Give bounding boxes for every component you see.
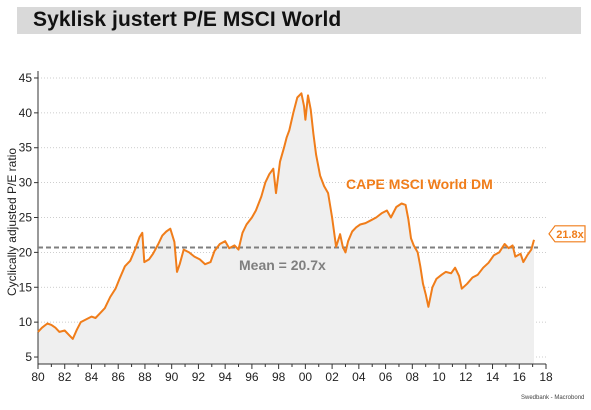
- x-tick-label: 80: [31, 370, 45, 384]
- x-tick-label: 16: [513, 370, 527, 384]
- mean-label: Mean = 20.7x: [239, 257, 326, 273]
- x-tick-label: 10: [432, 370, 446, 384]
- series-label: CAPE MSCI World DM: [346, 176, 493, 192]
- source-label: Swedbank - Macrobond: [521, 395, 584, 401]
- y-tick-label: 15: [19, 280, 33, 294]
- title-bar: Syklisk justert P/E MSCI World: [17, 7, 581, 34]
- label-layer: 21.8x: [548, 225, 586, 243]
- y-tick-label: 5: [25, 350, 32, 364]
- x-tick-label: 92: [192, 370, 206, 384]
- x-tick-label: 00: [299, 370, 313, 384]
- x-tick-label: 18: [539, 370, 553, 384]
- y-tick-label: 45: [19, 71, 33, 85]
- y-tick-label: 35: [19, 141, 33, 155]
- area-layer: [38, 93, 534, 365]
- x-tick-label: 98: [272, 370, 286, 384]
- line-layer: [37, 92, 535, 340]
- x-tick-label: 84: [85, 370, 99, 384]
- x-tick-label: 94: [218, 370, 232, 384]
- y-axis-label: Cyclically adjusted P/E ratio: [5, 148, 19, 296]
- x-tick-label: 82: [58, 370, 72, 384]
- y-tick-label: 30: [19, 176, 33, 190]
- series-line: [37, 92, 535, 340]
- y-tick-label: 40: [19, 106, 33, 120]
- last-value-tag: 21.8x: [548, 225, 586, 243]
- x-tick-label: 14: [486, 370, 500, 384]
- axes: 5 10 15 20 25 30 35 40 45 80 82 84 86 88 90 92 94 96 98 00 0…: [19, 71, 553, 384]
- x-tick-label: 08: [406, 370, 420, 384]
- last-value-label: 21.8x: [556, 229, 584, 241]
- x-tick-label: 06: [379, 370, 393, 384]
- x-tick-label: 88: [138, 370, 152, 384]
- x-tick-label: 02: [325, 370, 339, 384]
- y-tick-label: 25: [19, 211, 33, 225]
- last-value-box: [548, 225, 586, 243]
- y-tick-label: 10: [19, 315, 33, 329]
- x-tick-label: 90: [165, 370, 179, 384]
- x-tick-label: 04: [352, 370, 366, 384]
- x-tick-label: 12: [459, 370, 473, 384]
- y-tick-label: 20: [19, 245, 33, 259]
- x-tick-label: 96: [245, 370, 259, 384]
- x-tick-label: 86: [112, 370, 126, 384]
- chart-title: Syklisk justert P/E MSCI World: [33, 8, 342, 31]
- series-area: [38, 93, 534, 365]
